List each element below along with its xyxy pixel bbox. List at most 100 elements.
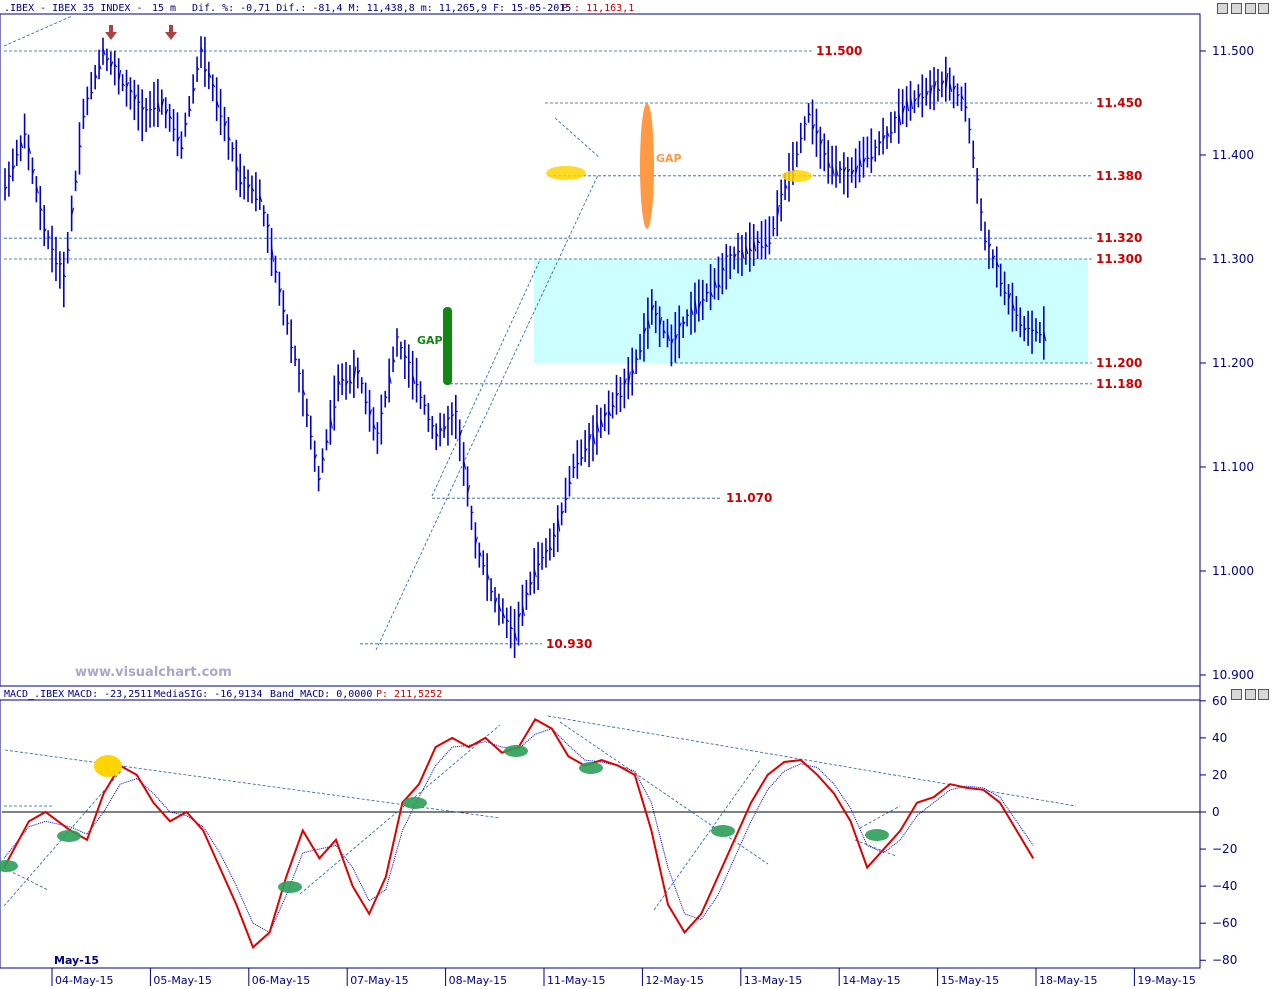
highlight-ellipse: [782, 170, 812, 182]
macd-header-band: Band_MACD: 0,0000: [270, 689, 372, 700]
level-label: 11.450: [1096, 96, 1142, 110]
price-bar-close-tick: [278, 288, 282, 295]
price-bar-close-tick: [717, 283, 721, 288]
price-bar-close-tick: [537, 563, 541, 567]
price-bar-close-tick: [682, 321, 686, 326]
price-bar-close-tick: [886, 130, 890, 137]
price-panel-minimize-button[interactable]: [1217, 3, 1228, 14]
price-bar-close-tick: [177, 136, 180, 143]
price-bar-close-tick: [102, 47, 106, 56]
price-bar-close-tick: [1043, 330, 1047, 342]
time-axis-label: 11-May-15: [547, 974, 605, 987]
price-bar-close-tick: [859, 156, 863, 168]
price-bar-close-tick: [870, 156, 874, 161]
time-axis-layer: 04-May-15 05-May-15 06-May-15 07-May-15 08-M…: [51, 968, 1196, 987]
macd-trend-line: [854, 839, 897, 857]
price-panel-close-button[interactable]: [1258, 3, 1269, 14]
price-bar-close-tick: [569, 481, 572, 485]
level-label: 11.380: [1096, 169, 1142, 183]
macd-highlight-green: [57, 830, 81, 842]
price-bar-close-tick: [298, 372, 302, 375]
price-bar-close-tick: [94, 73, 98, 79]
price-bar-close-tick: [917, 92, 921, 100]
price-bar-close-tick: [51, 248, 55, 251]
price-bar-close-tick: [953, 85, 957, 91]
price-bar-close-tick: [757, 239, 761, 244]
top-arrow-head: [105, 32, 117, 40]
price-bar-close-tick: [373, 423, 376, 430]
price-bar-close-tick: [878, 140, 882, 145]
price-panel-restore-button[interactable]: [1231, 3, 1242, 14]
price-bar-close-tick: [616, 392, 619, 397]
price-bar-close-tick: [133, 94, 137, 102]
price-bar-close-tick: [357, 369, 361, 375]
price-bar-close-tick: [333, 406, 337, 409]
month-label: May-15: [54, 954, 99, 967]
macd-panel-close-button[interactable]: [1258, 689, 1269, 700]
price-bar-close-tick: [933, 80, 937, 91]
price-bar-close-tick: [28, 145, 32, 154]
price-bar-close-tick: [761, 245, 764, 249]
price-bar-close-tick: [329, 416, 333, 429]
trend-line: [554, 117, 601, 159]
macd-panel-restore-button[interactable]: [1231, 689, 1242, 700]
price-bar-close-tick: [937, 87, 941, 92]
price-panel-maximize-button[interactable]: [1245, 3, 1256, 14]
time-axis-label: 07-May-15: [350, 974, 408, 987]
price-bar-close-tick: [561, 510, 565, 515]
price-bar-close-tick: [1011, 301, 1015, 311]
price-bar-close-tick: [467, 485, 471, 495]
price-bar-close-tick: [349, 380, 353, 384]
macd-axis-label: 40: [1212, 731, 1227, 745]
price-bar-close-tick: [126, 82, 129, 89]
price-bar-close-tick: [369, 409, 373, 417]
price-bar-close-tick: [43, 228, 47, 233]
macd-trend-line: [559, 721, 769, 865]
gap-up-label: GAP: [417, 334, 443, 347]
price-bar-close-tick: [294, 357, 298, 361]
price-axis-label: 11.400: [1212, 148, 1254, 162]
price-bar-close-tick: [898, 111, 902, 126]
price-bar-close-tick: [459, 430, 463, 438]
price-bar-close-tick: [482, 564, 486, 567]
watermark: www.visualchart.com: [75, 665, 232, 680]
price-bar-close-tick: [839, 166, 843, 171]
price-bar-close-tick: [39, 206, 43, 212]
price-bar-close-tick: [227, 136, 231, 141]
time-axis-label: 15-May-15: [941, 974, 999, 987]
level-label: 11.300: [1096, 252, 1142, 266]
price-bar-close-tick: [290, 346, 294, 349]
price-bar-close-tick: [776, 204, 780, 219]
macd-panel-maximize-button[interactable]: [1245, 689, 1256, 700]
price-bar-close-tick: [474, 536, 478, 546]
price-bar-close-tick: [114, 63, 118, 68]
price-bar-close-tick: [1039, 333, 1043, 336]
price-bar-close-tick: [996, 261, 1000, 268]
price-bar-close-tick: [827, 159, 831, 169]
price-bar-close-tick: [55, 262, 59, 265]
price-bar-close-tick: [596, 421, 600, 433]
price-bar-close-tick: [196, 67, 200, 71]
price-bar-close-tick: [612, 404, 616, 408]
price-bar-close-tick: [867, 156, 870, 160]
price-bar-close-tick: [592, 432, 596, 445]
price-bar-close-tick: [925, 90, 929, 98]
level-label: 11.500: [816, 44, 862, 58]
gap-up-marker: [443, 307, 452, 385]
price-bar-close-tick: [392, 358, 396, 363]
price-bar-close-tick: [514, 629, 518, 641]
price-bar-close-tick: [584, 448, 588, 452]
price-bar-close-tick: [741, 247, 745, 259]
price-bar-close-tick: [463, 458, 467, 470]
price-bar-close-tick: [439, 425, 443, 432]
macd-axis-label: −80: [1212, 953, 1237, 967]
price-bar-close-tick: [521, 604, 525, 617]
price-bar-close-tick: [243, 176, 247, 179]
price-bar-close-tick: [906, 97, 910, 111]
gap-down-label: GAP: [656, 152, 682, 165]
price-bar-close-tick: [913, 98, 917, 103]
chart-header-instrument: .IBEX - IBEX 35 INDEX -: [4, 3, 142, 14]
price-bar-close-tick: [498, 604, 502, 612]
price-bar-close-tick: [737, 249, 741, 253]
